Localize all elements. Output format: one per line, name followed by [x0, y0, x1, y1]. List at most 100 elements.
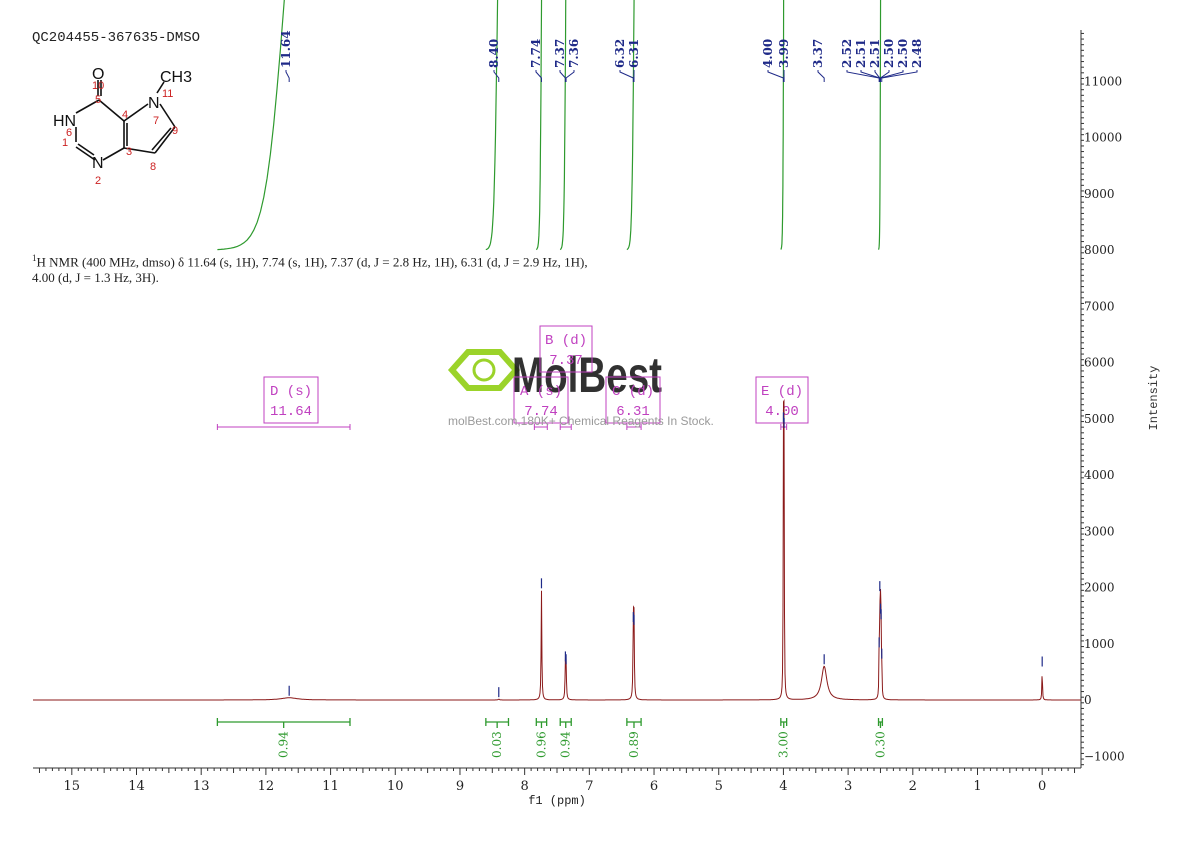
axes-group: 15 14 13 12 11 10 9 8 7 6 5 4 3 2 1 0f1 (ppm)−100001000…: [33, 30, 1161, 808]
multiplet-value: 7.74: [524, 404, 558, 420]
multiplet-value: 7.37: [549, 353, 583, 369]
multiplet-value: 4.00: [765, 404, 799, 420]
peak-label-connector: [493, 70, 500, 82]
y-tick-label: 2000: [1084, 581, 1115, 595]
y-tick-label: 7000: [1084, 299, 1115, 313]
y-tick-label: 4000: [1084, 468, 1115, 482]
y-axis-label: Intensity: [1147, 366, 1161, 431]
peak-labels: 11.64 8.40 7.74 7.37 7.36 6.32 6.31 4.00 3.99 3.3…: [279, 30, 924, 82]
x-tick-label: 9: [456, 779, 464, 794]
peak-label: 6.32: [613, 39, 627, 68]
peak-label: 6.31: [627, 39, 641, 68]
peak-label-connector: [879, 70, 904, 82]
peak-label: 2.51: [868, 39, 882, 68]
x-tick-label: 14: [128, 779, 145, 794]
y-tick-label: 10000: [1084, 131, 1122, 145]
peak-label-connector: [565, 70, 575, 82]
peak-label: 2.51: [854, 39, 868, 68]
y-tick-label: 3000: [1084, 524, 1115, 538]
sample-id: QC204455-367635-DMSO: [32, 30, 201, 46]
peak-label-connector: [881, 70, 918, 82]
x-tick-label: 12: [258, 779, 275, 794]
watermark-brand: MolBest: [512, 347, 662, 403]
benzene-logo-ring: [472, 358, 496, 382]
multiplet-box: [539, 325, 593, 373]
benzene-logo-icon: [447, 349, 521, 391]
multiplet-box: [755, 376, 809, 424]
peak-label-connector: [285, 70, 290, 82]
peak-label: 2.50: [896, 39, 910, 68]
peak-label-connector: [535, 70, 542, 82]
y-tick-label: 6000: [1084, 356, 1115, 370]
nmr-description-text: H NMR (400 MHz, dmso) δ 11.64 (s, 1H), 7…: [32, 254, 588, 286]
y-tick-label: 0: [1084, 693, 1092, 707]
y-tick-label: 11000: [1084, 74, 1122, 88]
peak-label: 2.52: [840, 39, 854, 68]
multiplet-box: [605, 376, 661, 424]
y-tick-label: 5000: [1084, 412, 1115, 426]
peak-label-connector: [559, 70, 566, 82]
nmr-superscript: 1: [32, 253, 37, 263]
atom-number-4: 4: [122, 109, 128, 121]
integral-value: 0.96: [534, 731, 548, 758]
multiplet-box: [513, 376, 569, 424]
integral-value: 0.89: [627, 731, 641, 758]
integral-value: 0.03: [490, 731, 504, 758]
y-tick-label: −1000: [1084, 749, 1125, 763]
multiplet-value: 11.64: [270, 404, 312, 420]
nmr-description: 1H NMR (400 MHz, dmso) δ 11.64 (s, 1H), …: [32, 250, 592, 286]
y-tick-label: 8000: [1084, 243, 1115, 257]
x-tick-label: 8: [521, 779, 529, 794]
atom-hn: HN: [53, 113, 76, 130]
peak-ticks: [288, 412, 1043, 698]
peak-label-connector: [846, 70, 880, 82]
integral-value: 0.30: [873, 731, 887, 758]
peak-label-connector: [767, 70, 784, 82]
integral-curves: [217, 0, 882, 251]
x-tick-label: 1: [973, 779, 981, 794]
peak-label: 3.99: [777, 39, 791, 68]
integral-curve: [485, 0, 499, 251]
atom-number-2: 2: [95, 175, 101, 187]
peak-label-connector: [817, 70, 825, 82]
x-tick-label: 5: [715, 779, 723, 794]
x-tick-label: 0: [1038, 779, 1046, 794]
molbest-watermark: MolBest: [447, 347, 662, 403]
atom-number-5: 5: [95, 94, 101, 106]
atom-ch3: CH3: [160, 69, 192, 86]
x-tick-label: 15: [64, 779, 81, 794]
x-tick-label: 11: [322, 779, 339, 794]
x-tick-label: 7: [585, 779, 593, 794]
multiplet-box: [263, 376, 319, 424]
peak-label-connector: [874, 70, 881, 82]
integral-curve: [217, 0, 285, 251]
multiplet-value: 6.31: [616, 404, 650, 420]
atom-number-6: 6: [66, 127, 72, 139]
multiplet-boxes: A (s) 7.74 B (d) 7.37 C (d) 6.31 D (s) 11.64 E (…: [216, 325, 809, 430]
atom-number-9: 9: [172, 125, 178, 137]
atom-number-8: 8: [150, 161, 156, 173]
integral-curve: [535, 0, 543, 251]
peak-label: 4.00: [761, 39, 775, 68]
integral-curve: [780, 0, 785, 250]
atom-number-3: 3: [126, 146, 132, 158]
spectrum-line: [33, 398, 1081, 701]
peak-label-connector: [619, 70, 634, 82]
atom-number-11: 11: [162, 88, 173, 100]
x-tick-label: 13: [193, 779, 210, 794]
peak-label: 3.37: [811, 39, 825, 68]
atom-number-10: 10: [92, 80, 104, 92]
atom-n-methyl: N: [148, 95, 160, 112]
y-tick-label: 1000: [1084, 637, 1115, 651]
x-tick-label: 4: [779, 779, 787, 794]
x-tick-label: 10: [387, 779, 404, 794]
peak-label: 7.74: [529, 39, 543, 68]
multiplet-label: E (d): [761, 384, 803, 400]
integral-value: 0.94: [277, 731, 291, 758]
atom-number-7: 7: [153, 115, 159, 127]
peak-label: 2.50: [882, 39, 896, 68]
multiplet-label: B (d): [545, 333, 587, 349]
peak-label: 2.48: [910, 39, 924, 68]
y-tick-label: 9000: [1084, 187, 1115, 201]
